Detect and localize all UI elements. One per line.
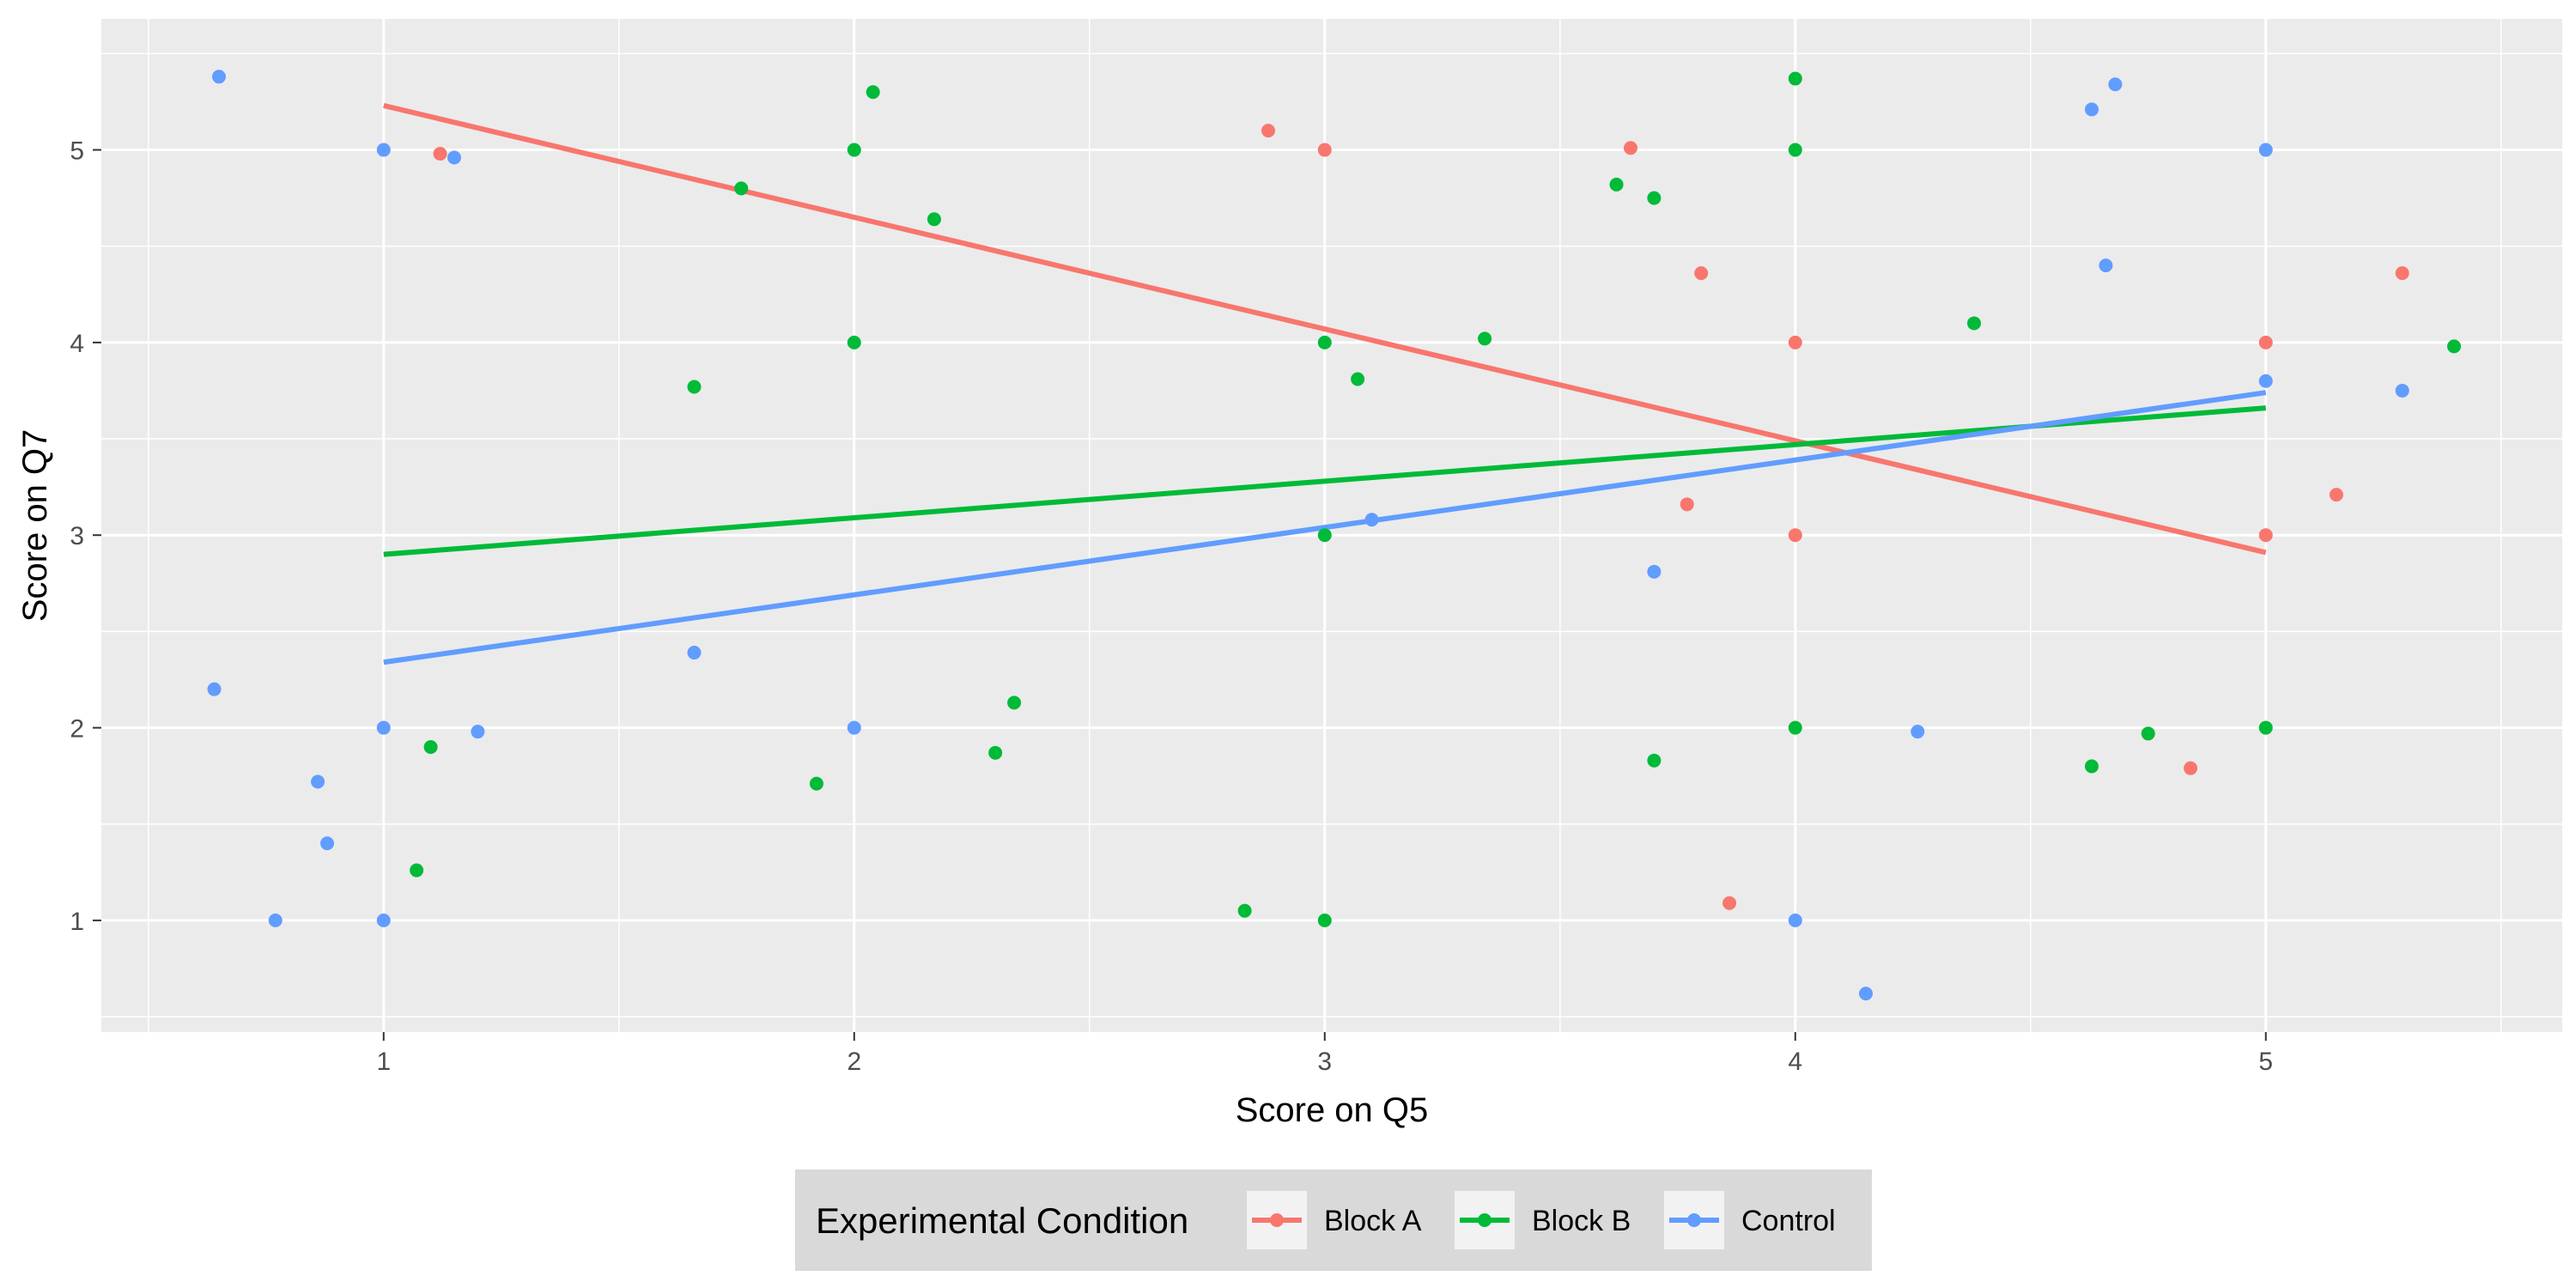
point-block-b <box>1647 753 1662 768</box>
legend-title: Experimental Condition <box>816 1200 1188 1241</box>
x-axis: 1 2 3 4 5 <box>376 1032 2273 1076</box>
point-block-b <box>1967 316 1982 331</box>
point-block-b <box>1317 528 1332 543</box>
point-control <box>376 720 391 735</box>
point-block-a <box>1788 335 1802 349</box>
point-control <box>311 775 325 789</box>
y-tick-label: 5 <box>70 137 84 166</box>
point-block-b <box>847 335 861 349</box>
legend-dot-block-b <box>1478 1213 1492 1227</box>
fit-lines <box>383 103 2267 665</box>
point-block-b <box>2258 720 2273 735</box>
point-block-b <box>734 181 749 196</box>
point-block-b <box>1317 913 1332 927</box>
legend-label-block-a: Block A <box>1324 1205 1422 1237</box>
point-control <box>471 725 485 739</box>
point-control <box>2108 77 2123 92</box>
point-control <box>2258 143 2273 157</box>
point-block-b <box>809 776 823 791</box>
point-block-a <box>2258 528 2273 543</box>
point-block-b <box>1647 191 1662 205</box>
point-block-a <box>2329 488 2343 502</box>
point-block-b <box>1609 177 1624 191</box>
point-block-a <box>1623 141 1637 155</box>
y-tick-label: 1 <box>70 908 84 936</box>
point-block-a <box>1261 124 1276 138</box>
point-block-b <box>687 380 702 394</box>
point-block-b <box>1788 720 1802 735</box>
point-block-a <box>2258 335 2273 349</box>
point-block-a <box>2184 761 2198 775</box>
x-tick-label: 4 <box>1788 1048 1802 1076</box>
legend-items: Block A Block B Control <box>1247 1191 1836 1249</box>
point-control <box>1788 913 1802 927</box>
point-block-b <box>1351 372 1365 386</box>
point-control <box>376 143 391 157</box>
point-block-b <box>847 143 861 157</box>
point-block-b <box>866 85 880 100</box>
legend-label-block-b: Block B <box>1532 1205 1631 1237</box>
legend: Experimental Condition Block A Block B Con… <box>795 1170 1872 1271</box>
point-block-b <box>1788 71 1802 86</box>
x-tick-label: 1 <box>376 1048 391 1076</box>
point-control <box>1647 564 1662 579</box>
point-control <box>447 150 461 165</box>
point-control <box>211 70 226 84</box>
point-block-a <box>1788 528 1802 543</box>
point-control <box>2258 374 2273 388</box>
fit-line-control <box>383 390 2267 665</box>
point-block-b <box>927 212 941 227</box>
y-tick-label: 2 <box>70 715 84 744</box>
grid-minor <box>101 19 2562 1032</box>
legend-dot-block-a <box>1270 1213 1284 1227</box>
y-tick-label: 4 <box>70 330 84 358</box>
y-tick-label: 3 <box>70 522 84 550</box>
point-block-b <box>2446 339 2461 354</box>
x-tick-label: 2 <box>847 1048 861 1076</box>
point-control <box>847 720 861 735</box>
point-block-b <box>410 863 424 878</box>
fit-line-block-a <box>383 103 2267 556</box>
point-control <box>2099 258 2113 273</box>
point-block-a <box>1694 266 1709 281</box>
point-control <box>320 836 335 851</box>
point-block-b <box>1317 335 1332 349</box>
data-points <box>207 70 2461 1001</box>
x-tick-label: 3 <box>1317 1048 1332 1076</box>
point-control <box>1911 725 1925 739</box>
point-block-b <box>1478 331 1492 346</box>
point-control <box>687 646 702 660</box>
x-axis-title: Score on Q5 <box>1236 1091 1429 1129</box>
y-axis-title: Score on Q7 <box>16 429 54 623</box>
point-block-a <box>2395 266 2409 281</box>
point-block-b <box>2141 726 2155 741</box>
legend-dot-control <box>1687 1213 1701 1227</box>
legend-label-control: Control <box>1741 1205 1836 1237</box>
point-block-a <box>1680 497 1694 512</box>
y-axis: 1 2 3 4 5 <box>70 137 101 936</box>
fit-line-block-b <box>383 405 2266 557</box>
point-control <box>1858 987 1873 1001</box>
point-control <box>2085 102 2099 117</box>
point-block-b <box>1007 696 1022 710</box>
point-control <box>268 913 283 927</box>
point-control <box>2395 383 2409 398</box>
point-control <box>376 913 391 927</box>
point-control <box>207 682 222 696</box>
point-block-b <box>2085 759 2099 774</box>
point-block-a <box>1722 896 1737 910</box>
x-tick-label: 5 <box>2258 1048 2273 1076</box>
point-control <box>1364 513 1379 527</box>
point-block-b <box>1237 903 1252 918</box>
point-block-b <box>988 745 1003 760</box>
point-block-a <box>433 147 447 161</box>
point-block-a <box>1317 143 1332 157</box>
point-block-b <box>1788 143 1802 157</box>
point-block-b <box>423 739 438 754</box>
